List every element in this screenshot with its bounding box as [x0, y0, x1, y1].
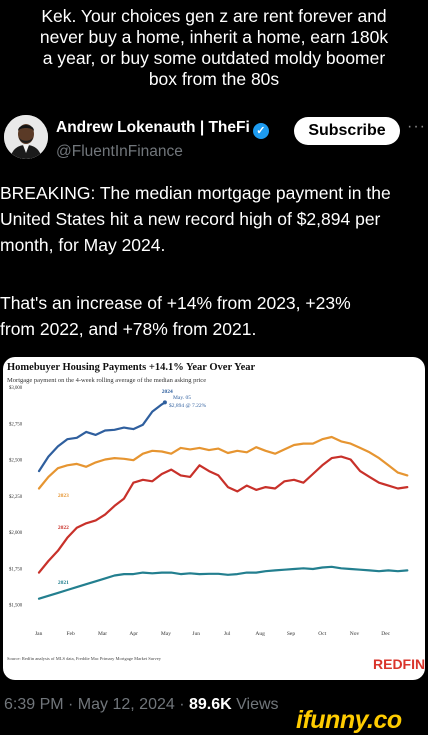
y-tick-label: $2,500 — [9, 459, 23, 464]
chart-image[interactable]: Homebuyer Housing Payments +14.1% Year O… — [3, 357, 425, 680]
caption-line: Kek. Your choices gen z are rent forever… — [41, 6, 387, 26]
x-tick-label: Feb — [66, 631, 75, 637]
y-tick-label: $2,750 — [9, 422, 23, 427]
chart-title: Homebuyer Housing Payments +14.1% Year O… — [7, 362, 255, 373]
x-tick-label: Apr — [129, 631, 138, 637]
chart-annotation-date: May. 05 — [173, 395, 191, 401]
tweet-line: from 2022, and +78% from 2021. — [0, 319, 257, 339]
series-line-2021 — [37, 565, 409, 600]
author-handle[interactable]: @FluentInFinance — [56, 143, 183, 160]
more-options-icon[interactable]: ··· — [407, 118, 426, 135]
x-tick-label: Aug — [255, 631, 265, 637]
author-name[interactable]: Andrew Lokenauth | TheFi — [56, 119, 250, 136]
series-label-2024: 2024 — [162, 389, 173, 395]
x-tick-label: Sep — [287, 631, 296, 637]
x-tick-label: Jul — [224, 631, 231, 637]
tweet-line: That's an increase of +14% from 2023, +2… — [0, 293, 351, 313]
tweet-line: month, for May 2024. — [0, 235, 166, 255]
caption-line: a year, or buy some outdated moldy boome… — [42, 48, 386, 68]
series-line-2023 — [37, 435, 409, 490]
views-label: Views — [231, 696, 279, 713]
views-count: 89.6K — [188, 696, 232, 713]
tweet-timestamp[interactable]: 6:39 PM · May 12, 2024 · — [4, 696, 189, 713]
x-tick-label: Oct — [318, 631, 326, 637]
tweet-paragraph-1: BREAKING: The median mortgage payment in… — [0, 180, 428, 258]
avatar-image — [4, 115, 48, 159]
verified-badge-icon: ✓ — [252, 123, 269, 139]
y-tick-label: $2,250 — [9, 495, 23, 500]
chart-annotation-value: $2,894 @ 7.22% — [169, 402, 207, 409]
y-tick-label: $1,500 — [9, 604, 23, 609]
x-tick-label: Dec — [381, 631, 390, 637]
mortgage-payment-chart: Homebuyer Housing Payments +14.1% Year O… — [7, 362, 425, 672]
tweet-line: United States hit a new record high of $… — [0, 209, 381, 229]
chart-source: Source: Redfin analysis of MLS data, Fre… — [7, 656, 162, 662]
peak-marker — [162, 400, 167, 405]
caption-line: never buy a home, inherit a home, earn 1… — [39, 27, 389, 47]
series-label-2022: 2022 — [58, 525, 69, 531]
x-tick-label: Jun — [192, 631, 200, 637]
caption-line: box from the 80s — [148, 69, 280, 89]
post-caption: Kek. Your choices gen z are rent forever… — [0, 6, 428, 90]
x-tick-label: Mar — [98, 631, 107, 637]
series-label-2023: 2023 — [58, 493, 69, 499]
series-line-2024 — [37, 401, 166, 473]
y-tick-label: $3,000 — [9, 386, 23, 391]
redfin-logo: REDFIN — [373, 656, 425, 672]
y-tick-label: $2,000 — [9, 531, 23, 536]
author-avatar[interactable] — [4, 115, 48, 159]
tweet-meta: 6:39 PM · May 12, 2024 · 89.6K Views — [4, 696, 279, 714]
tweet-line: BREAKING: The median mortgage payment in… — [0, 183, 391, 203]
series-label-2021: 2021 — [58, 580, 69, 586]
ifunny-watermark: ifunny.co — [296, 706, 402, 734]
subscribe-button[interactable]: Subscribe — [294, 117, 400, 145]
chart-subtitle: Mortgage payment on the 4-week rolling a… — [7, 377, 206, 384]
x-tick-label: Nov — [350, 631, 360, 637]
y-tick-label: $1,750 — [9, 567, 23, 572]
x-tick-label: May — [161, 631, 171, 637]
series-line-2022 — [37, 455, 409, 574]
x-tick-label: Jan — [35, 631, 43, 637]
tweet-author[interactable]: Andrew Lokenauth | TheFi ✓ — [56, 119, 269, 139]
tweet-paragraph-2: That's an increase of +14% from 2023, +2… — [0, 290, 428, 342]
